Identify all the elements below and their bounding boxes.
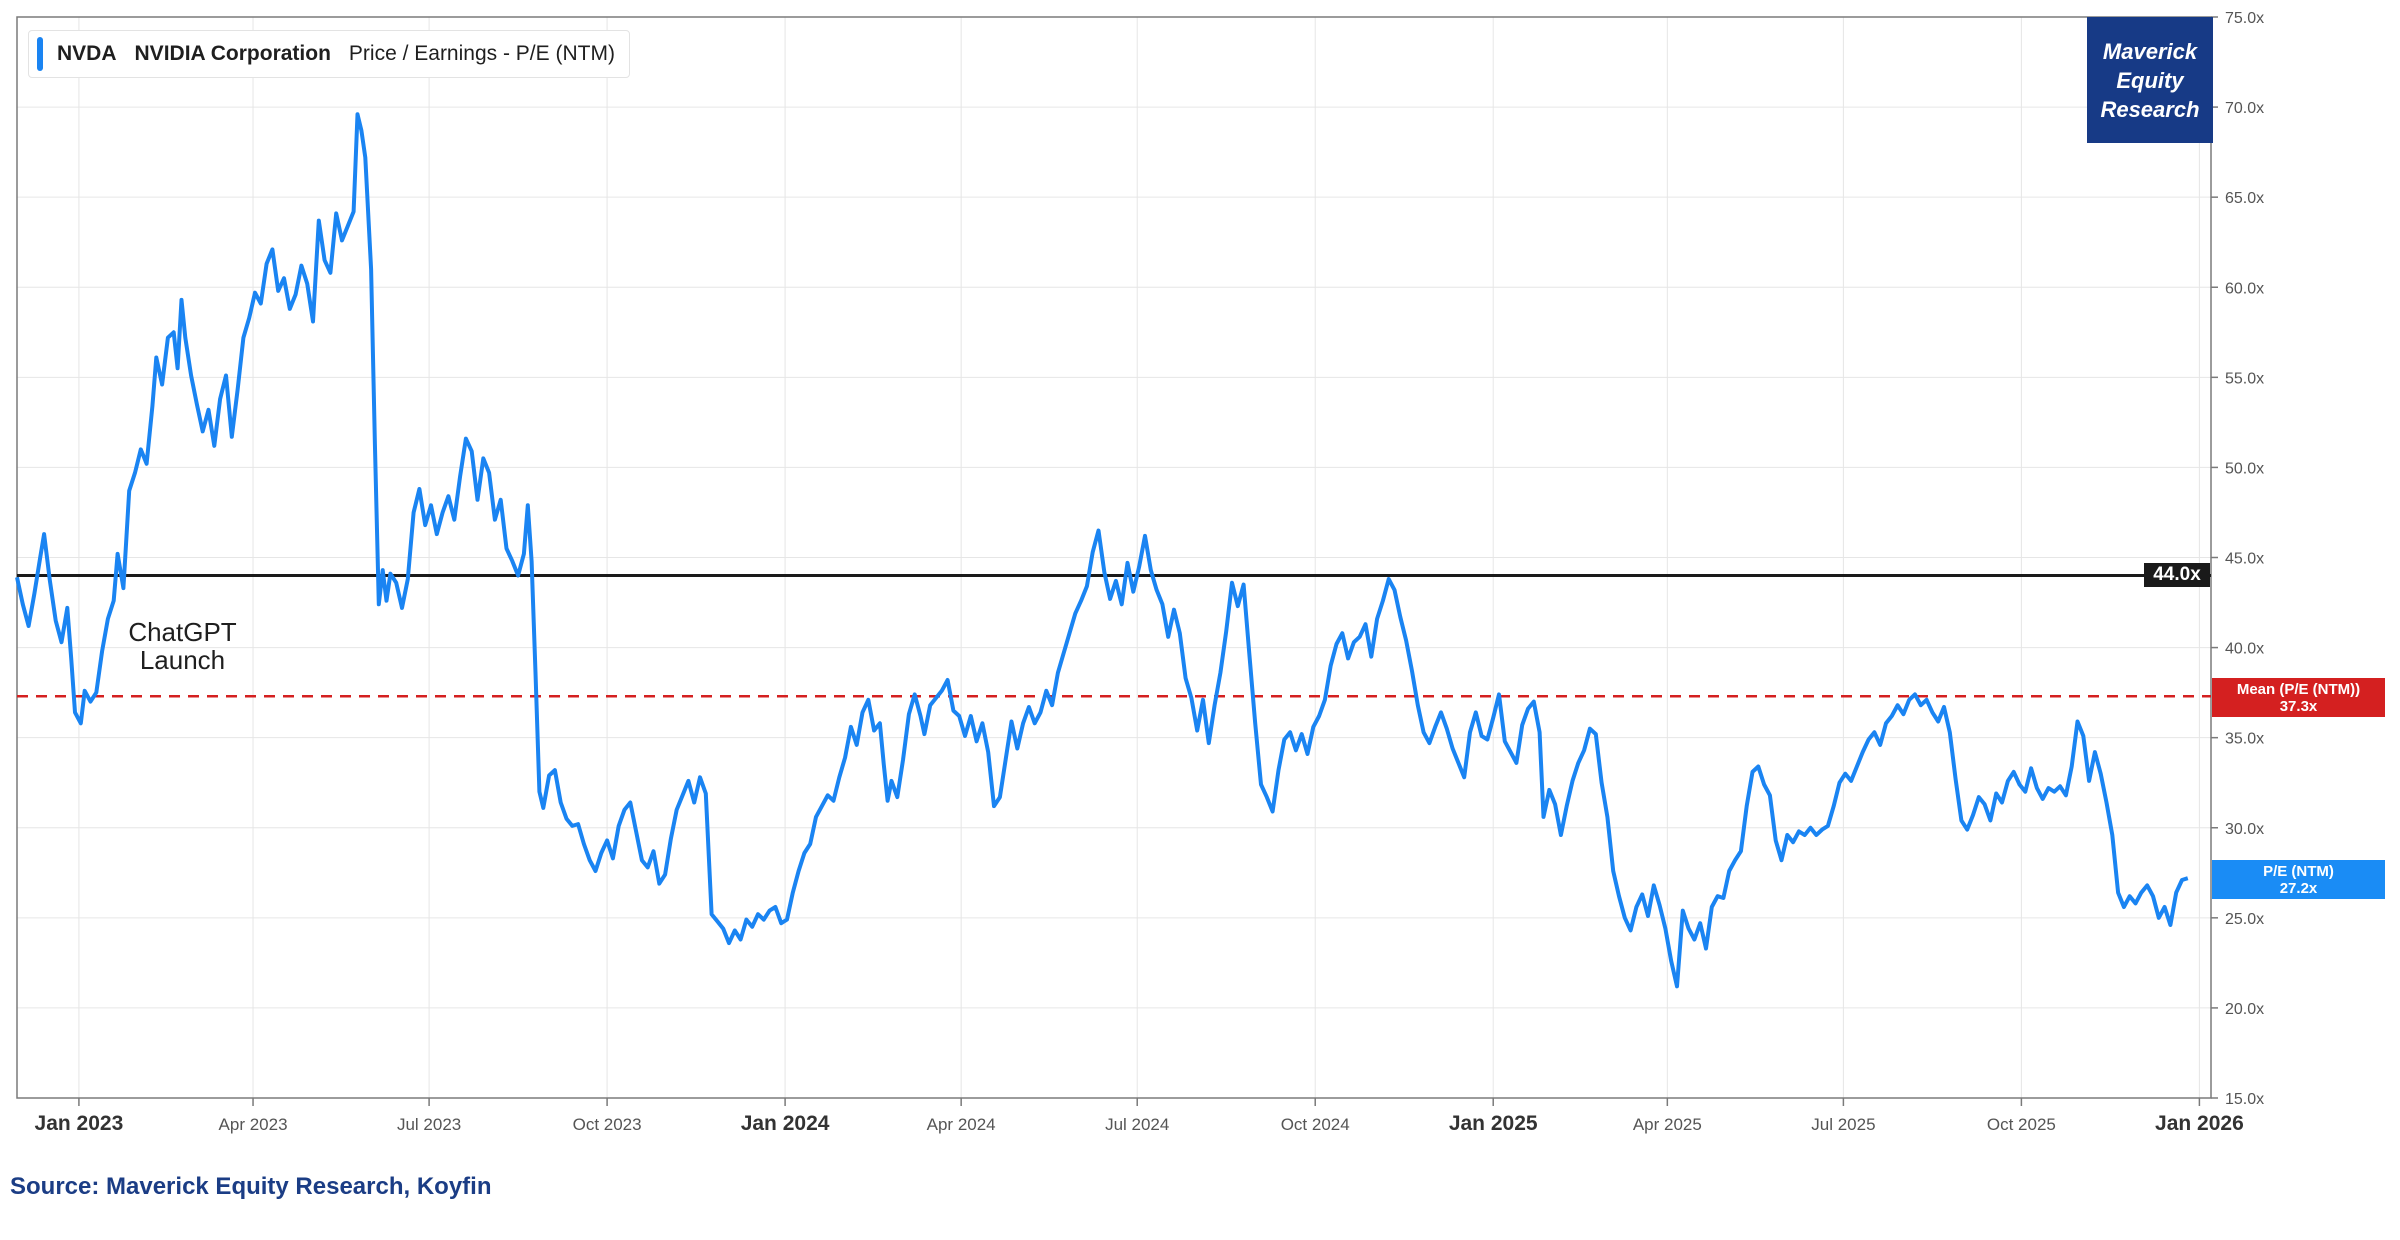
- x-tick-label: Jan 2024: [741, 1112, 830, 1135]
- brand-line-2: Equity: [2116, 67, 2184, 93]
- legend-company: NVIDIA Corporation: [134, 42, 331, 65]
- y-tick-label: 65.0x: [2225, 190, 2264, 207]
- annotation-line-2: Launch: [139, 645, 226, 675]
- mean-value-tag: Mean (P/E (NTM)) 37.3x: [2212, 678, 2385, 717]
- y-tick-label: 45.0x: [2225, 551, 2264, 568]
- x-tick-label: Apr 2024: [927, 1115, 996, 1134]
- legend-swatch: [37, 37, 43, 71]
- annotation-line-1: ChatGPT: [128, 617, 237, 647]
- current-value-tag: P/E (NTM) 27.2x: [2212, 860, 2385, 899]
- x-tick-label: Jan 2026: [2155, 1112, 2244, 1135]
- level-line-tag: 44.0x: [2144, 563, 2210, 587]
- x-tick-label: Apr 2025: [1633, 1115, 1702, 1134]
- x-tick-label: Jul 2024: [1105, 1115, 1169, 1134]
- y-tick-label: 30.0x: [2225, 821, 2264, 838]
- y-tick-label: 20.0x: [2225, 1001, 2264, 1018]
- brand-logo: Maverick Equity Research: [2087, 17, 2213, 143]
- y-tick-label: 15.0x: [2225, 1091, 2264, 1108]
- x-tick-label: Oct 2024: [1281, 1115, 1350, 1134]
- x-tick-label: Apr 2023: [219, 1115, 288, 1134]
- legend-ticker: NVDA: [57, 42, 117, 65]
- mean-tag-value: 37.3x: [2279, 698, 2318, 715]
- y-tick-label: 75.0x: [2225, 10, 2264, 27]
- source-note: Source: Maverick Equity Research, Koyfin: [10, 1173, 492, 1200]
- y-tick-label: 55.0x: [2225, 370, 2264, 387]
- current-tag-label: P/E (NTM): [2263, 863, 2334, 880]
- y-tick-label: 60.0x: [2225, 280, 2264, 297]
- x-tick-label: Jul 2023: [397, 1115, 461, 1134]
- y-tick-label: 40.0x: [2225, 641, 2264, 658]
- y-tick-label: 70.0x: [2225, 100, 2264, 117]
- y-tick-label: 50.0x: [2225, 460, 2264, 477]
- y-tick-label: 25.0x: [2225, 911, 2264, 928]
- current-tag-value: 27.2x: [2279, 880, 2318, 897]
- chart-legend[interactable]: NVDA NVIDIA Corporation Price / Earnings…: [28, 30, 630, 78]
- mean-tag-label: Mean (P/E (NTM)): [2236, 681, 2361, 698]
- legend-metric: Price / Earnings - P/E (NTM): [348, 42, 615, 65]
- y-tick-label: 35.0x: [2225, 731, 2264, 748]
- x-tick-label: Oct 2023: [573, 1115, 642, 1134]
- brand-line-1: Maverick: [2102, 38, 2198, 64]
- x-tick-label: Jul 2025: [1811, 1115, 1875, 1134]
- x-tick-label: Jan 2023: [35, 1112, 124, 1135]
- x-axis: Jan 2023 Apr 2023 Jul 2023 Oct 2023 Jan 2024…: [35, 1098, 2244, 1135]
- brand-line-3: Research: [2100, 96, 2200, 122]
- y-axis: 15.0x 20.0x 25.0x 30.0x 35.0x 40.0x 45.0x 50.0x…: [2211, 10, 2264, 1108]
- pe-ntm-series-line: [15, 112, 2189, 989]
- chart-grid: [17, 16, 2211, 1099]
- x-tick-label: Jan 2025: [1449, 1112, 1538, 1135]
- reference-lines: [17, 574, 2211, 698]
- chatgpt-launch-annotation: ChatGPT Launch: [110, 618, 255, 674]
- x-tick-label: Oct 2025: [1987, 1115, 2056, 1134]
